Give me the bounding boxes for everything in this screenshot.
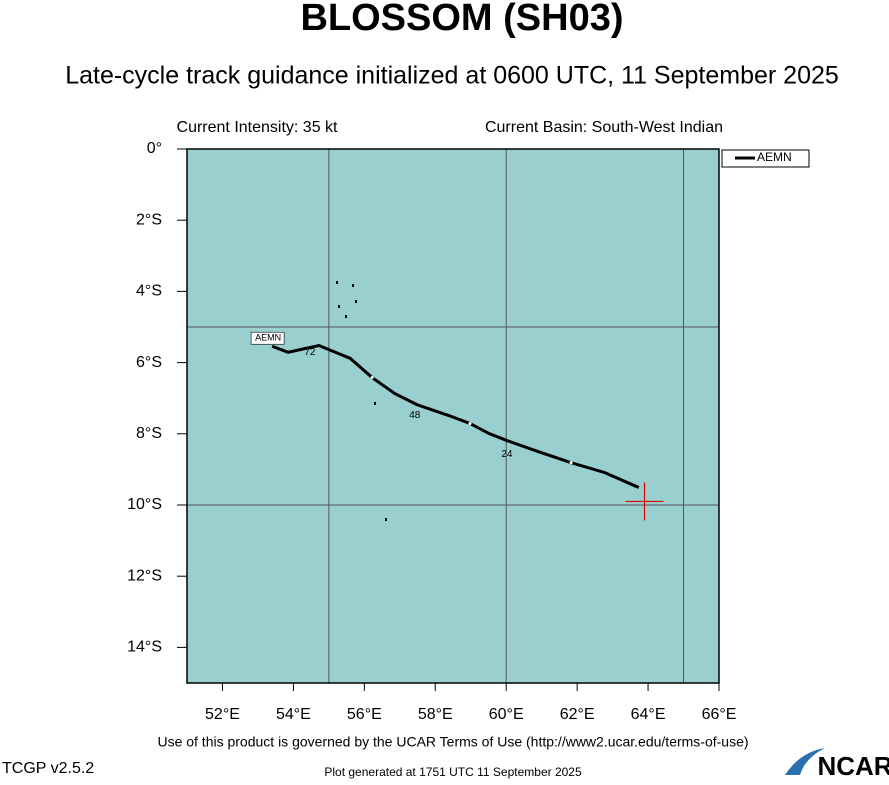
y-tick-label: 0°	[147, 140, 162, 157]
track-tick	[370, 376, 374, 380]
intensity: Current Intensity: 35 kt	[177, 119, 339, 136]
y-tick-label: 6°S	[136, 354, 162, 371]
track-tick	[569, 461, 573, 465]
x-tick-label: 62°E	[560, 706, 595, 723]
plot-border	[186, 148, 720, 684]
x-tick-label: 60°E	[489, 706, 524, 723]
logo-mark	[785, 748, 825, 775]
island	[355, 300, 357, 303]
island	[374, 402, 376, 405]
legend-label: AEMN	[757, 150, 792, 164]
legend-box	[721, 149, 810, 168]
storm-label-box	[250, 331, 285, 345]
generated: Plot generated at 1751 UTC 11 September …	[324, 765, 582, 779]
title: BLOSSOM (SH03)	[300, 0, 623, 39]
version: TCGP v2.5.2	[2, 760, 94, 777]
hour-label: 72	[304, 347, 316, 358]
x-tick-label: 52°E	[205, 706, 240, 723]
y-tick-label: 14°S	[127, 639, 162, 656]
terms: Use of this product is governed by the U…	[157, 734, 748, 750]
track	[271, 343, 640, 489]
hour-label: 48	[409, 410, 421, 421]
y-tick-label: 2°S	[136, 211, 162, 228]
hour-label: 24	[501, 449, 513, 460]
logo: NCAR	[817, 751, 889, 780]
x-tick-label: 58°E	[418, 706, 453, 723]
island	[352, 284, 354, 287]
y-tick-label: 8°S	[136, 425, 162, 442]
plot-area: 52°E 54°E 56°E 58°E 60°E 62°E 64°E 66°E 0° 2°S 4°S…	[127, 140, 736, 723]
track-tick	[468, 421, 472, 425]
y-tick-label: 12°S	[127, 567, 162, 584]
basin: Current Basin: South-West Indian	[485, 119, 723, 136]
y-tick-label: 10°S	[127, 496, 162, 513]
subtitle: Late-cycle track guidance initialized at…	[65, 62, 839, 90]
storm-label: AEMN	[255, 333, 281, 343]
x-tick-label: 66°E	[702, 706, 737, 723]
island	[345, 315, 347, 318]
x-tick-label: 64°E	[631, 706, 666, 723]
y-tick-label: 4°S	[136, 283, 162, 300]
x-tick-label: 54°E	[276, 706, 311, 723]
island	[336, 281, 338, 284]
island	[385, 518, 387, 521]
x-tick-label: 56°E	[347, 706, 382, 723]
island	[338, 305, 340, 308]
